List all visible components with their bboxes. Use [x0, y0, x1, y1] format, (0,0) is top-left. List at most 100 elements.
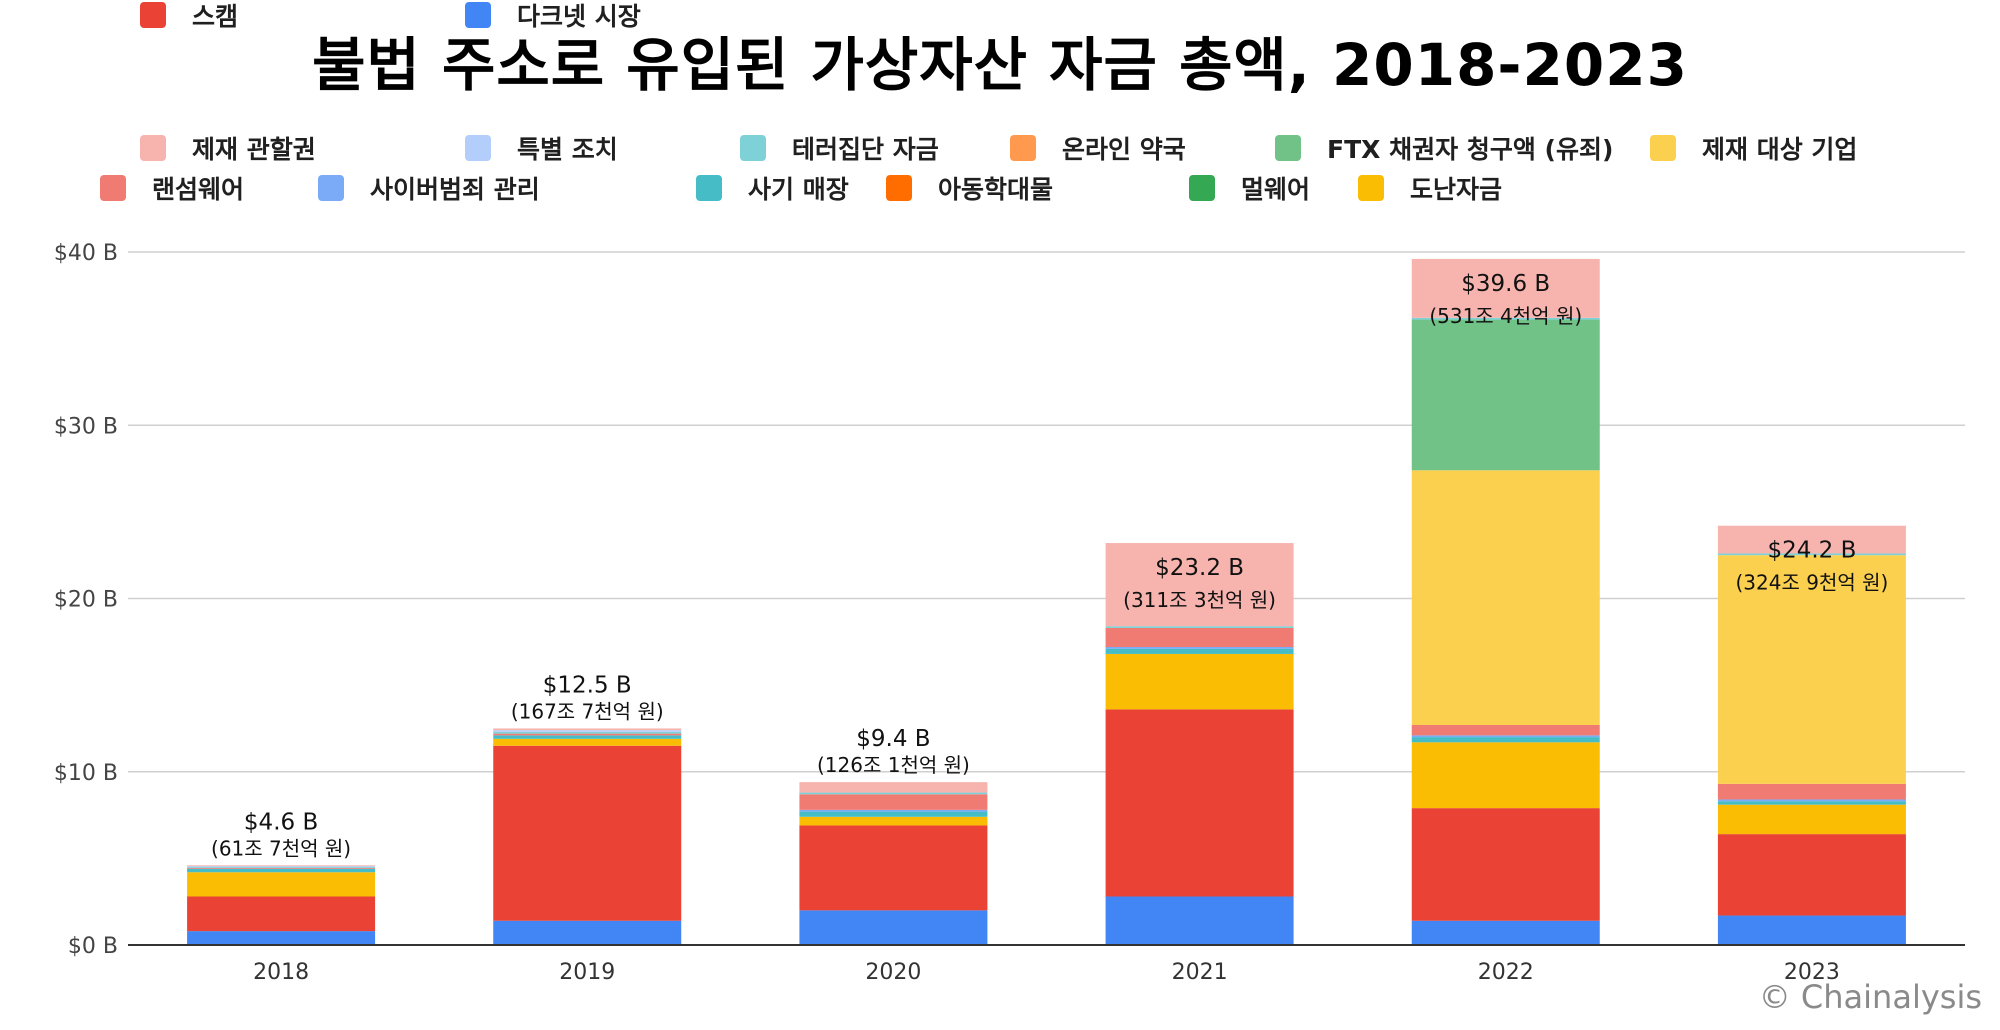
bar-segment: [187, 872, 376, 897]
bar-segment: [493, 735, 682, 739]
legend-label: 랜섬웨어: [152, 175, 245, 204]
total-sublabel: (324조 9천억 원): [1736, 571, 1889, 595]
total-sublabel: (167조 7천억 원): [511, 699, 664, 723]
legend-label: 다크넷 시장: [517, 2, 641, 31]
legend-item: 특별 조치: [465, 133, 618, 164]
bar-segment: [1411, 319, 1600, 471]
legend-item: 아동학대물: [886, 173, 1053, 204]
legend-swatch: [140, 135, 166, 161]
bar-segment: [1411, 258, 1600, 318]
bar-segment: [187, 867, 376, 869]
legend-label: 도난자금: [1410, 175, 1503, 204]
legend-label: 사이버범죄 관리: [370, 175, 540, 204]
bar-segment: [1717, 525, 1906, 554]
bar-segment: [493, 730, 682, 732]
legend-swatch: [465, 2, 491, 28]
bar-segment: [1105, 626, 1294, 628]
chart-title: 불법 주소로 유입된 가상자산 자금 총액, 2018-2023: [312, 31, 1688, 99]
legend-swatch: [1650, 135, 1676, 161]
total-label: $23.2 B: [1155, 555, 1244, 581]
bar-segment: [799, 794, 988, 810]
chainalysis-watermark: © Chainalysis: [1758, 978, 1982, 1016]
legend-item: FTX 채권자 청구액 (유죄): [1275, 133, 1614, 164]
data-labels: $4.6 B(61조 7천억 원) $12.5 B(167조 7천억 원) $9.4…: [211, 271, 1888, 860]
total-label: $12.5 B: [543, 672, 632, 698]
legend-swatch: [696, 175, 722, 201]
legend-item: 랜섬웨어: [100, 173, 245, 204]
total-sublabel: (531조 4천억 원): [1429, 304, 1582, 328]
legend-label: FTX 채권자 청구액 (유죄): [1327, 135, 1614, 164]
legend-swatch: [465, 135, 491, 161]
total-sublabel: (61조 7천억 원): [211, 836, 351, 860]
bar-segment: [1105, 627, 1294, 648]
bar-segment: [1411, 920, 1600, 945]
bar-segment: [1411, 470, 1600, 725]
bar-segment: [799, 825, 988, 911]
bar-segment: [799, 782, 988, 793]
bar-segment: [1105, 653, 1294, 710]
y-tick-label: $10 B: [54, 761, 118, 786]
gridlines: [128, 251, 1965, 773]
total-sublabel: (311조 3천억 원): [1123, 588, 1276, 612]
bar-segment: [1717, 553, 1906, 556]
x-tick-label: 2019: [559, 960, 615, 985]
bar-segment: [1105, 896, 1294, 945]
total-label: $4.6 B: [244, 809, 318, 835]
bar-segment: [493, 728, 682, 731]
bar-segment: [1105, 647, 1294, 649]
bar-segment: [493, 733, 682, 736]
legend-item: 테러집단 자금: [740, 133, 939, 164]
legend-swatch: [1189, 175, 1215, 201]
bar-segment: [187, 896, 376, 932]
legend-swatch: [318, 175, 344, 201]
legend-label: 스캠: [192, 2, 239, 31]
y-tick-label: $40 B: [54, 241, 118, 266]
legend-label: 온라인 약국: [1062, 135, 1186, 164]
bar-segment: [1717, 555, 1906, 784]
bar-segment: [493, 745, 682, 921]
legend-item: 사기 매장: [696, 173, 849, 204]
legend-label: 특별 조치: [517, 135, 618, 164]
total-label: $24.2 B: [1767, 538, 1856, 564]
legend-label: 테러집단 자금: [792, 135, 939, 164]
x-tick-label: 2021: [1172, 960, 1228, 985]
y-tick-label: $0 B: [68, 934, 118, 959]
bar-segment: [799, 792, 988, 795]
bar-segment: [187, 866, 376, 868]
x-tick-label: 2022: [1478, 960, 1534, 985]
legend-item: 제재 대상 기업: [1650, 133, 1857, 164]
bar-segment: [1105, 709, 1294, 897]
x-tick-label: 2018: [253, 960, 309, 985]
bar-segment: [1411, 317, 1600, 320]
legend-item: 제재 관할권: [140, 133, 316, 164]
legend-label: 사기 매장: [748, 175, 849, 204]
bar-segment: [1411, 724, 1600, 736]
bar-segment: [187, 868, 376, 873]
legend-swatch: [1358, 175, 1384, 201]
legend-item: 온라인 약국: [1010, 133, 1186, 164]
bar-segment: [1717, 804, 1906, 835]
bar-segment: [1717, 799, 1906, 802]
legend-item: 멀웨어: [1189, 173, 1311, 204]
legend-swatch: [140, 2, 166, 28]
bar-segment: [799, 816, 988, 826]
bar-segment: [1105, 543, 1294, 627]
legend-item: 도난자금: [1358, 173, 1503, 204]
legend-swatch: [100, 175, 126, 201]
bar-segment: [1411, 742, 1600, 809]
bar-segment: [493, 738, 682, 746]
y-tick-label: $30 B: [54, 414, 118, 439]
bar-segment: [187, 931, 376, 945]
bar-segment: [799, 910, 988, 945]
bar-segment: [493, 920, 682, 945]
bar-segment: [1411, 735, 1600, 738]
legend-label: 멀웨어: [1241, 175, 1311, 204]
bar-segment: [1717, 801, 1906, 805]
legend-swatch: [1010, 135, 1036, 161]
bar-segment: [799, 811, 988, 817]
bar-segment: [799, 809, 988, 812]
legend-item: 사이버범죄 관리: [318, 173, 540, 204]
bar-segment: [1717, 834, 1906, 916]
bar-segment: [1717, 915, 1906, 945]
bars: [187, 258, 1906, 945]
